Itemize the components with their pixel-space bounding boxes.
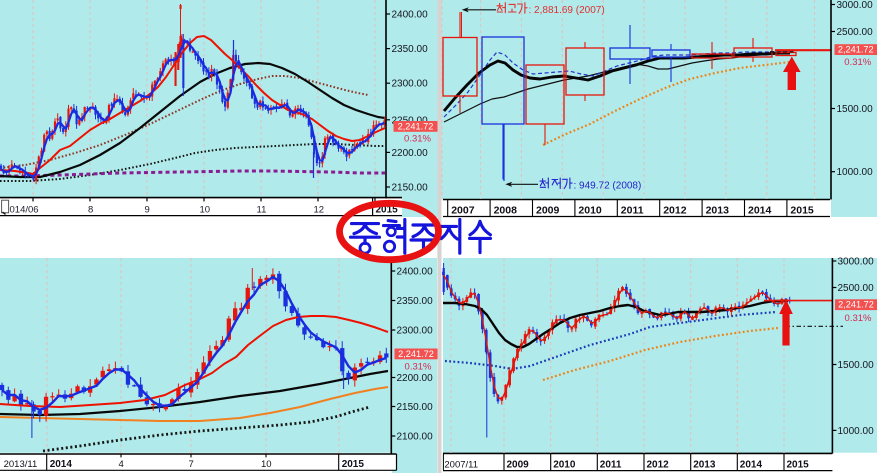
svg-text:2013/11: 2013/11	[4, 459, 38, 470]
svg-text:2014: 2014	[740, 459, 763, 470]
svg-text:2012: 2012	[663, 205, 687, 217]
svg-text:2007: 2007	[451, 205, 475, 217]
svg-text:2010: 2010	[578, 205, 602, 217]
svg-text:2100.00: 2100.00	[397, 432, 434, 443]
svg-text:2150.00: 2150.00	[392, 183, 429, 194]
svg-text:2009: 2009	[507, 459, 530, 470]
svg-text:2500.00: 2500.00	[838, 283, 875, 294]
svg-text:8: 8	[88, 205, 93, 216]
svg-text:2011: 2011	[600, 459, 622, 470]
svg-text:10: 10	[200, 205, 211, 216]
svg-text:1500.00: 1500.00	[837, 104, 874, 115]
svg-text:2350.00: 2350.00	[397, 296, 434, 307]
svg-text:2011: 2011	[621, 205, 644, 217]
svg-text:2400.00: 2400.00	[397, 267, 434, 278]
svg-text:2013: 2013	[706, 205, 730, 217]
svg-text:2,241.72: 2,241.72	[398, 121, 434, 131]
svg-text:2007/11: 2007/11	[444, 459, 478, 470]
svg-text:4: 4	[119, 459, 124, 470]
svg-text:1000.00: 1000.00	[837, 167, 874, 178]
svg-text:: 2,881.69 (2007): : 2,881.69 (2007)	[529, 5, 605, 16]
svg-text:2,241.72: 2,241.72	[398, 349, 434, 359]
svg-text:2400.00: 2400.00	[392, 10, 429, 21]
svg-text:0.31%: 0.31%	[844, 57, 871, 68]
svg-text:2013: 2013	[693, 459, 716, 470]
svg-text:2500.00: 2500.00	[837, 27, 874, 38]
svg-text:2015: 2015	[342, 459, 365, 470]
svg-text:2014: 2014	[50, 459, 73, 470]
svg-text:2015: 2015	[790, 205, 814, 217]
svg-text:2014: 2014	[748, 205, 772, 217]
svg-text:0.31%: 0.31%	[845, 313, 872, 324]
svg-text:0.31%: 0.31%	[405, 361, 432, 372]
svg-text:9: 9	[145, 205, 150, 216]
svg-text:3000.00: 3000.00	[838, 257, 875, 268]
svg-text:1500.00: 1500.00	[838, 360, 875, 371]
svg-text:2,241.72: 2,241.72	[838, 45, 874, 55]
svg-text:2250.00: 2250.00	[392, 115, 429, 126]
svg-text:10: 10	[261, 459, 272, 470]
svg-text:2015: 2015	[787, 459, 810, 470]
svg-text:: 949.72 (2008): : 949.72 (2008)	[574, 181, 642, 192]
svg-text:2008: 2008	[494, 205, 518, 217]
svg-text:12: 12	[314, 205, 325, 216]
svg-text:2010: 2010	[553, 459, 576, 470]
svg-text:7: 7	[189, 459, 194, 470]
svg-text:2150.00: 2150.00	[397, 402, 434, 413]
svg-text:2015: 2015	[376, 205, 399, 216]
svg-text:2200.00: 2200.00	[397, 373, 434, 384]
svg-text:2012: 2012	[647, 459, 670, 470]
svg-text:014/06: 014/06	[10, 205, 39, 216]
svg-text:2300.00: 2300.00	[392, 79, 429, 90]
svg-text:2350.00: 2350.00	[392, 44, 429, 55]
svg-text:2009: 2009	[536, 205, 560, 217]
svg-text:0.31%: 0.31%	[404, 134, 431, 145]
svg-text:11: 11	[257, 205, 267, 216]
svg-text:3000.00: 3000.00	[837, 0, 874, 11]
svg-text:1000.00: 1000.00	[838, 426, 875, 437]
svg-text:2,241.72: 2,241.72	[838, 300, 874, 310]
svg-text:2300.00: 2300.00	[397, 326, 434, 337]
svg-text:2200.00: 2200.00	[392, 148, 429, 159]
